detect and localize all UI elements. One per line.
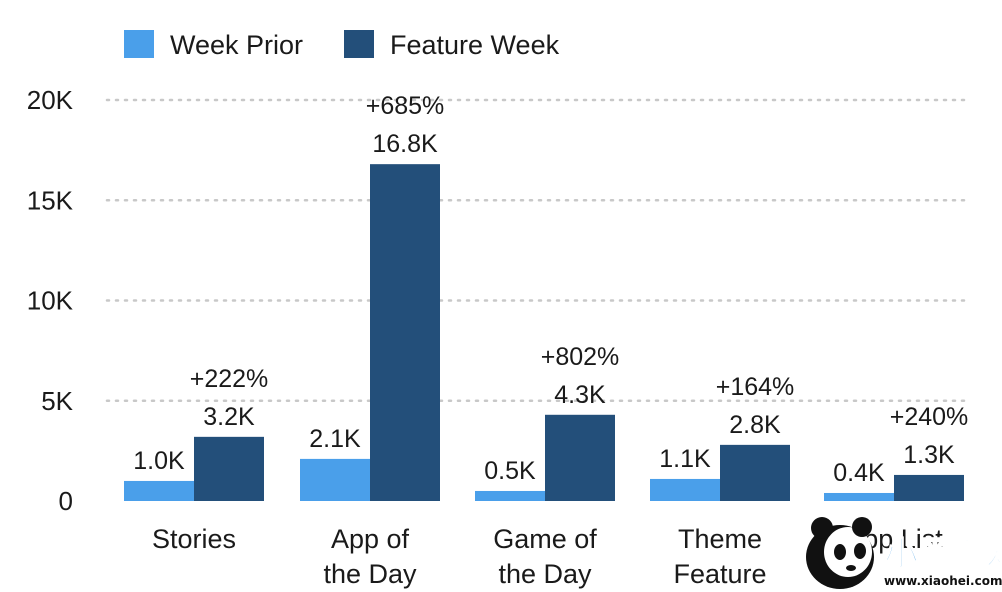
bar-value-label: 1.3K xyxy=(903,441,955,469)
bar-week-prior xyxy=(650,478,720,501)
legend-label-2: Feature Week xyxy=(390,30,560,60)
bar-value-label: 1.1K xyxy=(659,445,711,473)
percent-change-label: +240% xyxy=(890,403,969,431)
gridlines xyxy=(105,98,967,402)
data-labels: 1.0K 3.2K +222% 2.1K 16.8K +685% 0.5K 4.3K +802%… xyxy=(133,92,968,487)
legend: Week Prior Feature Week xyxy=(124,30,560,60)
bar-value-label: 3.2K xyxy=(203,403,255,431)
watermark-url: www.xiaohei.com xyxy=(884,574,1002,588)
bar-week-prior xyxy=(300,458,370,501)
y-tick-label: 10K xyxy=(27,286,74,316)
bar-value-label: 16.8K xyxy=(372,130,438,158)
bar-week-prior xyxy=(124,480,194,501)
bar-value-label: 2.1K xyxy=(309,425,361,453)
bar-week-prior xyxy=(824,492,894,501)
bar-value-label: 0.5K xyxy=(484,457,536,485)
y-axis: 0 5K 10K 15K 20K xyxy=(27,85,74,516)
bar-feature-week xyxy=(194,436,264,501)
watermark: 小黑游戏 www.xiaohei.com xyxy=(806,517,1002,589)
x-category-label: App of the Day xyxy=(323,524,417,589)
bar-value-label: 2.8K xyxy=(729,411,781,439)
percent-change-label: +222% xyxy=(190,365,269,393)
y-tick-label: 20K xyxy=(27,85,74,115)
panda-logo-icon xyxy=(806,517,874,589)
y-tick-label: 5K xyxy=(41,386,73,416)
bar-feature-week xyxy=(894,474,964,501)
legend-swatch-2 xyxy=(344,30,374,58)
percent-change-label: +802% xyxy=(541,343,620,371)
y-tick-label: 15K xyxy=(27,185,74,215)
bar-feature-week xyxy=(720,444,790,501)
bars xyxy=(124,164,964,501)
bar-feature-week xyxy=(545,414,615,501)
bar-value-label: 1.0K xyxy=(133,447,185,475)
bar-week-prior xyxy=(475,490,545,501)
x-category-label: Theme Feature xyxy=(673,524,766,589)
y-tick-label: 0 xyxy=(59,486,73,516)
bar-value-label: 4.3K xyxy=(554,381,606,409)
x-category-label: Game of the Day xyxy=(493,524,597,589)
percent-change-label: +685% xyxy=(366,92,445,120)
legend-swatch-1 xyxy=(124,30,154,58)
bar-value-label: 0.4K xyxy=(833,459,885,487)
legend-label-1: Week Prior xyxy=(170,30,303,60)
watermark-title: 小黑游戏 xyxy=(884,535,1002,575)
x-category-label: Stories xyxy=(152,524,236,554)
percent-change-label: +164% xyxy=(716,373,795,401)
bar-feature-week xyxy=(370,164,440,501)
